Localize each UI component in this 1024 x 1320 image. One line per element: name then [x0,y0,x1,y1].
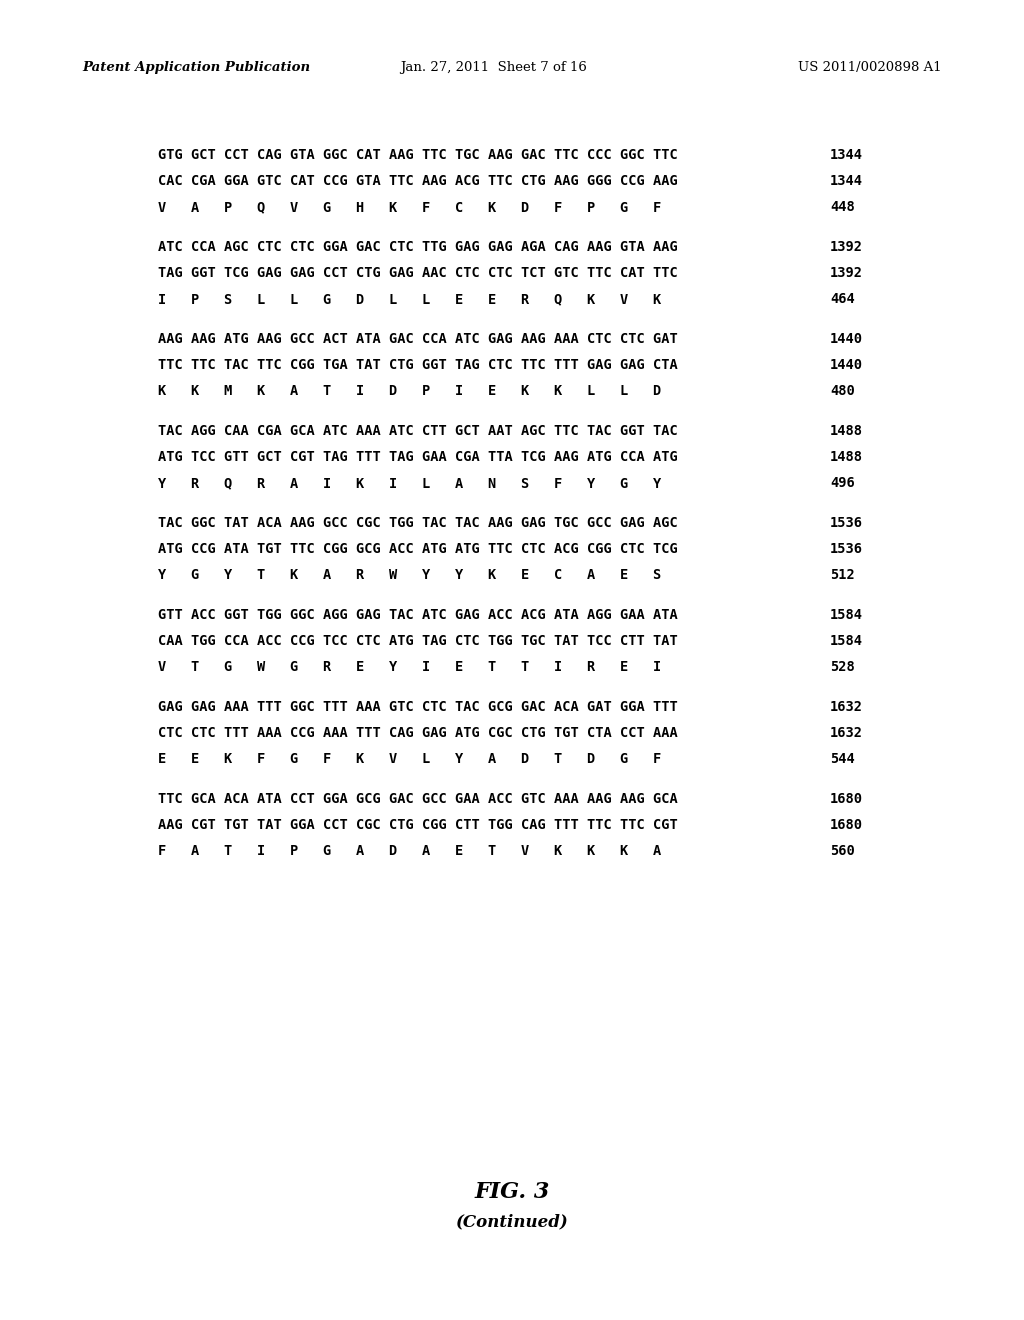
Text: 1680: 1680 [830,818,863,832]
Text: AAG CGT TGT TAT GGA CCT CGC CTG CGG CTT TGG CAG TTT TTC TTC CGT: AAG CGT TGT TAT GGA CCT CGC CTG CGG CTT … [158,818,678,832]
Text: FIG. 3: FIG. 3 [474,1181,550,1203]
Text: 1680: 1680 [830,792,863,807]
Text: 496: 496 [830,477,855,490]
Text: 1440: 1440 [830,358,863,372]
Text: ATG CCG ATA TGT TTC CGG GCG ACC ATG ATG TTC CTC ACG CGG CTC TCG: ATG CCG ATA TGT TTC CGG GCG ACC ATG ATG … [158,543,678,556]
Text: 560: 560 [830,843,855,858]
Text: (Continued): (Continued) [456,1213,568,1230]
Text: 448: 448 [830,201,855,214]
Text: TTC TTC TAC TTC CGG TGA TAT CTG GGT TAG CTC TTC TTT GAG GAG CTA: TTC TTC TAC TTC CGG TGA TAT CTG GGT TAG … [158,358,678,372]
Text: 1488: 1488 [830,450,863,465]
Text: ATC CCA AGC CTC CTC GGA GAC CTC TTG GAG GAG AGA CAG AAG GTA AAG: ATC CCA AGC CTC CTC GGA GAC CTC TTG GAG … [158,240,678,253]
Text: 528: 528 [830,660,855,675]
Text: K   K   M   K   A   T   I   D   P   I   E   K   K   L   L   D: K K M K A T I D P I E K K L L D [158,384,662,399]
Text: TTC GCA ACA ATA CCT GGA GCG GAC GCC GAA ACC GTC AAA AAG AAG GCA: TTC GCA ACA ATA CCT GGA GCG GAC GCC GAA … [158,792,678,807]
Text: Patent Application Publication: Patent Application Publication [82,62,310,74]
Text: 1344: 1344 [830,148,863,162]
Text: V   T   G   W   G   R   E   Y   I   E   T   T   I   R   E   I: V T G W G R E Y I E T T I R E I [158,660,662,675]
Text: 1344: 1344 [830,174,863,187]
Text: 1584: 1584 [830,609,863,622]
Text: Jan. 27, 2011  Sheet 7 of 16: Jan. 27, 2011 Sheet 7 of 16 [400,62,587,74]
Text: TAG GGT TCG GAG GAG CCT CTG GAG AAC CTC CTC TCT GTC TTC CAT TTC: TAG GGT TCG GAG GAG CCT CTG GAG AAC CTC … [158,267,678,280]
Text: GTG GCT CCT CAG GTA GGC CAT AAG TTC TGC AAG GAC TTC CCC GGC TTC: GTG GCT CCT CAG GTA GGC CAT AAG TTC TGC … [158,148,678,162]
Text: CAA TGG CCA ACC CCG TCC CTC ATG TAG CTC TGG TGC TAT TCC CTT TAT: CAA TGG CCA ACC CCG TCC CTC ATG TAG CTC … [158,634,678,648]
Text: Y   R   Q   R   A   I   K   I   L   A   N   S   F   Y   G   Y: Y R Q R A I K I L A N S F Y G Y [158,477,662,490]
Text: 1392: 1392 [830,240,863,253]
Text: GAG GAG AAA TTT GGC TTT AAA GTC CTC TAC GCG GAC ACA GAT GGA TTT: GAG GAG AAA TTT GGC TTT AAA GTC CTC TAC … [158,700,678,714]
Text: I   P   S   L   L   G   D   L   L   E   E   R   Q   K   V   K: I P S L L G D L L E E R Q K V K [158,292,662,306]
Text: 1536: 1536 [830,543,863,556]
Text: E   E   K   F   G   F   K   V   L   Y   A   D   T   D   G   F: E E K F G F K V L Y A D T D G F [158,752,662,766]
Text: 1536: 1536 [830,516,863,531]
Text: 1488: 1488 [830,424,863,438]
Text: 464: 464 [830,292,855,306]
Text: V   A   P   Q   V   G   H   K   F   C   K   D   F   P   G   F: V A P Q V G H K F C K D F P G F [158,201,662,214]
Text: TAC GGC TAT ACA AAG GCC CGC TGG TAC TAC AAG GAG TGC GCC GAG AGC: TAC GGC TAT ACA AAG GCC CGC TGG TAC TAC … [158,516,678,531]
Text: Y   G   Y   T   K   A   R   W   Y   Y   K   E   C   A   E   S: Y G Y T K A R W Y Y K E C A E S [158,568,662,582]
Text: 1632: 1632 [830,726,863,741]
Text: GTT ACC GGT TGG GGC AGG GAG TAC ATC GAG ACC ACG ATA AGG GAA ATA: GTT ACC GGT TGG GGC AGG GAG TAC ATC GAG … [158,609,678,622]
Text: US 2011/0020898 A1: US 2011/0020898 A1 [799,62,942,74]
Text: 480: 480 [830,384,855,399]
Text: AAG AAG ATG AAG GCC ACT ATA GAC CCA ATC GAG AAG AAA CTC CTC GAT: AAG AAG ATG AAG GCC ACT ATA GAC CCA ATC … [158,333,678,346]
Text: 1440: 1440 [830,333,863,346]
Text: 512: 512 [830,568,855,582]
Text: CTC CTC TTT AAA CCG AAA TTT CAG GAG ATG CGC CTG TGT CTA CCT AAA: CTC CTC TTT AAA CCG AAA TTT CAG GAG ATG … [158,726,678,741]
Text: 1584: 1584 [830,634,863,648]
Text: TAC AGG CAA CGA GCA ATC AAA ATC CTT GCT AAT AGC TTC TAC GGT TAC: TAC AGG CAA CGA GCA ATC AAA ATC CTT GCT … [158,424,678,438]
Text: CAC CGA GGA GTC CAT CCG GTA TTC AAG ACG TTC CTG AAG GGG CCG AAG: CAC CGA GGA GTC CAT CCG GTA TTC AAG ACG … [158,174,678,187]
Text: ATG TCC GTT GCT CGT TAG TTT TAG GAA CGA TTA TCG AAG ATG CCA ATG: ATG TCC GTT GCT CGT TAG TTT TAG GAA CGA … [158,450,678,465]
Text: F   A   T   I   P   G   A   D   A   E   T   V   K   K   K   A: F A T I P G A D A E T V K K K A [158,843,662,858]
Text: 1392: 1392 [830,267,863,280]
Text: 1632: 1632 [830,700,863,714]
Text: 544: 544 [830,752,855,766]
